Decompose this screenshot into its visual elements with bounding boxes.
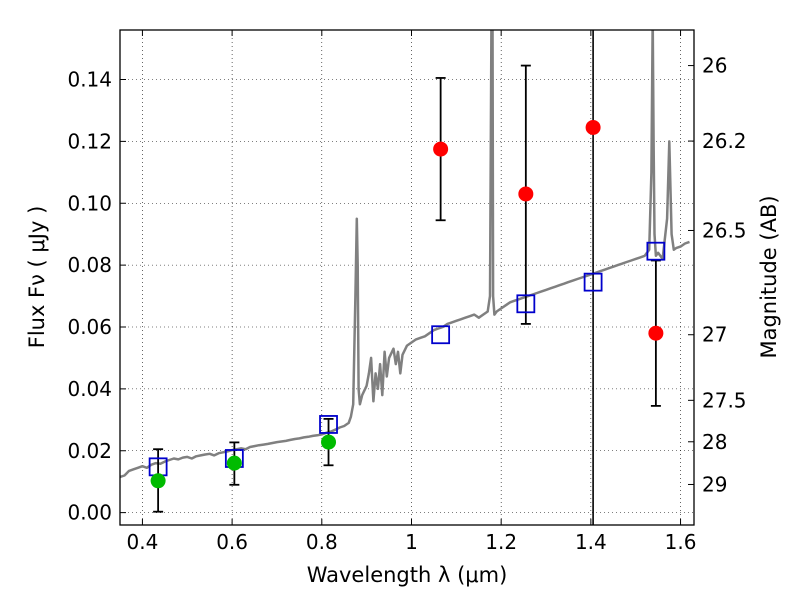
observed-point-red	[585, 119, 601, 135]
model-point	[319, 415, 338, 434]
y-tick-label: 0.12	[67, 129, 112, 153]
x-tick-label: 1.6	[665, 530, 697, 554]
x-tick-label: 0.8	[306, 530, 338, 554]
x-tick-label: 0.6	[216, 530, 248, 554]
right-tick-label: 29	[702, 472, 727, 496]
right-tick-label: 27	[702, 323, 727, 347]
model-point	[431, 325, 451, 345]
right-axis-title: Magnitude (AB)	[757, 195, 781, 358]
y-tick-label: 0.06	[67, 315, 112, 339]
x-tick-label: 1.4	[575, 530, 607, 554]
observed-point-red	[648, 325, 664, 341]
right-tick-label: 26.2	[702, 129, 747, 153]
observed-point-green	[321, 434, 337, 450]
y-axis-title: Flux Fν ( μJy )	[25, 206, 49, 349]
right-tick-label: 26.5	[702, 218, 747, 242]
y-tick-label: 0.10	[67, 191, 112, 215]
x-tick-label: 0.4	[127, 530, 159, 554]
observed-point-green	[150, 473, 166, 489]
grid	[120, 30, 694, 525]
y-tick-label: 0.00	[67, 501, 112, 525]
observed-point-red	[518, 186, 534, 202]
right-tick-label: 27.5	[702, 388, 747, 412]
right-tick-label: 26	[702, 54, 727, 78]
plot-frame	[119, 29, 695, 526]
y-tick-label: 0.04	[67, 377, 112, 401]
y-tick-label: 0.08	[67, 253, 112, 277]
model-point	[516, 294, 536, 314]
y-tick-label: 0.02	[67, 439, 112, 463]
model-point	[583, 272, 603, 292]
right-tick-label: 28	[702, 430, 727, 454]
x-tick-label: 1	[405, 530, 418, 554]
observed-point-red	[433, 141, 449, 157]
y-tick-label: 0.14	[67, 68, 112, 92]
spectrum-line	[120, 30, 690, 479]
observed-point-green	[226, 455, 242, 471]
x-axis-title: Wavelength λ (μm)	[307, 563, 508, 587]
model-point	[646, 241, 666, 261]
x-tick-label: 1.2	[485, 530, 517, 554]
